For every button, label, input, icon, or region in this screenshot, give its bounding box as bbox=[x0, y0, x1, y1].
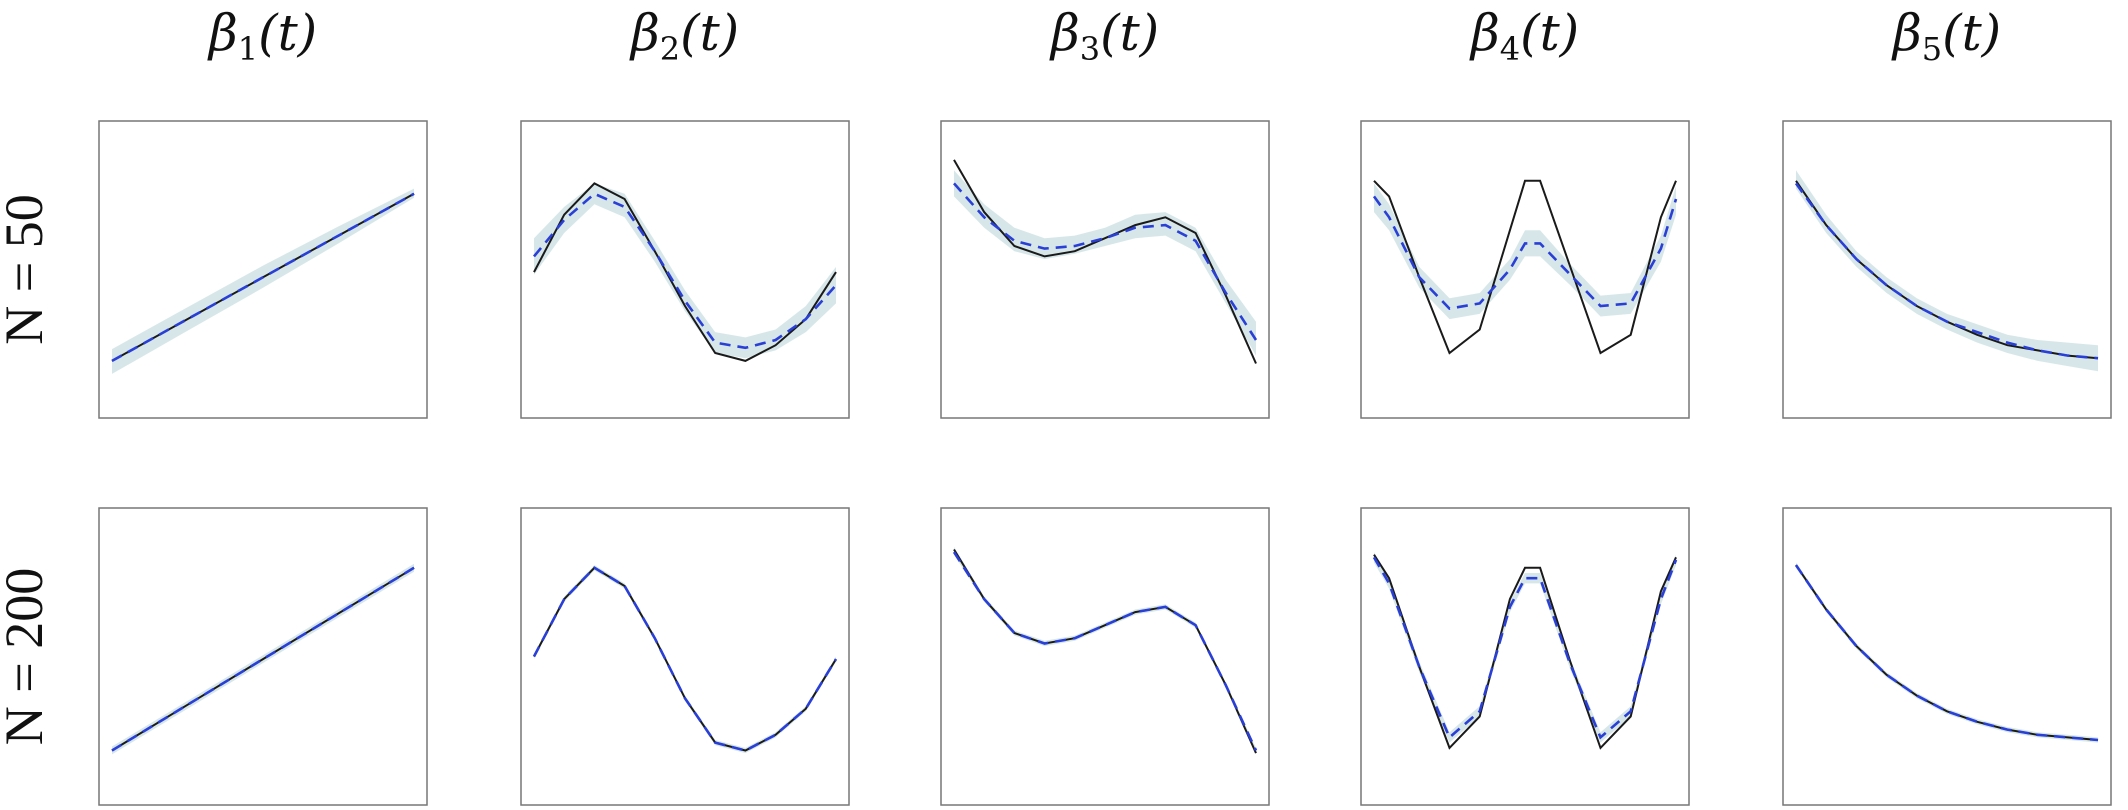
column-title-3: β3(t) bbox=[1049, 4, 1159, 68]
panel-r2-c4 bbox=[1360, 507, 1690, 806]
panel-r2-c2 bbox=[520, 507, 850, 806]
panel-r2-c3 bbox=[940, 507, 1270, 806]
estimated-curve bbox=[952, 551, 1258, 752]
estimated-curve bbox=[111, 566, 415, 752]
estimated-curve bbox=[111, 192, 415, 363]
confidence-band bbox=[954, 546, 1256, 754]
estimated-curve bbox=[532, 566, 838, 752]
panel-r1-c3 bbox=[940, 120, 1270, 419]
row-labels: N = 50 N = 200 bbox=[0, 194, 54, 745]
column-title-2: β2(t) bbox=[629, 4, 739, 68]
panel-frame bbox=[940, 507, 1270, 806]
column-title-4: β4(t) bbox=[1469, 4, 1579, 68]
true-curve bbox=[1373, 554, 1677, 750]
estimated-curve bbox=[532, 192, 837, 350]
true-curve bbox=[1795, 180, 2099, 360]
confidence-band bbox=[1374, 183, 1676, 320]
panel-frame bbox=[520, 120, 850, 419]
panel-frame bbox=[98, 120, 428, 419]
panel-r1-c5 bbox=[1782, 120, 2112, 419]
estimated-curve bbox=[1372, 195, 1678, 310]
true-curve bbox=[953, 548, 1257, 754]
panel-r2-c5 bbox=[1782, 507, 2112, 806]
column-title-5: β5(t) bbox=[1891, 4, 2001, 68]
panel-frame bbox=[98, 507, 428, 806]
column-title-1: β1(t) bbox=[207, 4, 317, 68]
panel-frame bbox=[1360, 507, 1690, 806]
panel-frame bbox=[1782, 120, 2112, 419]
row-label-1: N = 50 bbox=[0, 194, 54, 344]
true-curve bbox=[1795, 564, 2099, 741]
column-titles: β1(t) β2(t) β3(t) β4(t) β5(t) bbox=[207, 4, 2001, 68]
panel-r1-c4 bbox=[1360, 120, 1690, 419]
confidence-band bbox=[1796, 170, 2098, 372]
panel-r1-c2 bbox=[520, 120, 850, 419]
true-curve bbox=[953, 159, 1257, 364]
panel-r2-c1 bbox=[98, 507, 428, 806]
estimated-curve bbox=[953, 182, 1258, 341]
confidence-band bbox=[534, 565, 836, 754]
panel-r1-c1 bbox=[98, 120, 428, 419]
true-curve bbox=[111, 566, 415, 752]
confidence-band bbox=[1796, 562, 2098, 743]
true-curve bbox=[533, 182, 837, 362]
panel-frame bbox=[1360, 120, 1690, 419]
estimated-curve bbox=[1372, 556, 1678, 740]
row-label-2: N = 200 bbox=[0, 568, 54, 745]
panel-frame bbox=[1782, 507, 2112, 806]
confidence-band bbox=[112, 188, 414, 374]
estimated-curve bbox=[1794, 182, 2099, 360]
panels bbox=[98, 120, 2112, 806]
panel-frame bbox=[940, 120, 1270, 419]
panel-frame bbox=[520, 507, 850, 806]
